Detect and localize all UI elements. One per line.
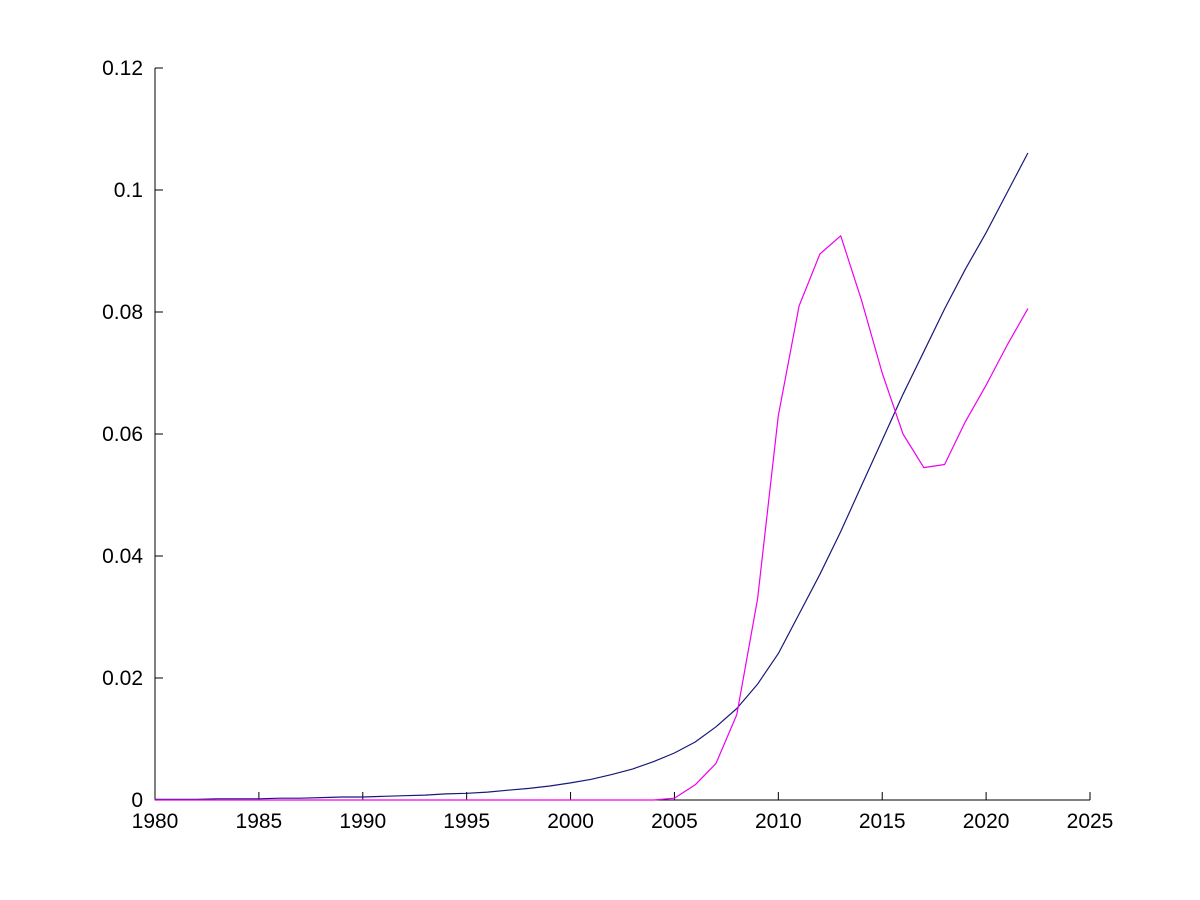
y-tick-label: 0.06 — [102, 423, 143, 446]
x-tick-label: 1990 — [339, 810, 386, 833]
x-tick-label: 2000 — [547, 810, 594, 833]
y-tick-label: 0 — [131, 789, 143, 812]
x-tick-label: 2020 — [963, 810, 1010, 833]
x-tick-label: 2015 — [859, 810, 906, 833]
x-tick-label: 2010 — [755, 810, 802, 833]
y-tick-label: 0.08 — [102, 301, 143, 324]
x-tick-label: 2005 — [651, 810, 698, 833]
x-tick-label: 1995 — [443, 810, 490, 833]
x-tick-label: 1980 — [132, 810, 179, 833]
x-tick-label: 2025 — [1067, 810, 1114, 833]
x-tick-label: 1985 — [236, 810, 283, 833]
series-line-blue-line — [154, 152, 1029, 801]
y-tick-label: 0.12 — [102, 57, 143, 80]
series-line-magenta-line — [154, 235, 1029, 801]
y-tick-label: 0.1 — [114, 179, 143, 202]
y-tick-label: 0.02 — [102, 667, 143, 690]
y-tick-label: 0.04 — [102, 545, 143, 568]
